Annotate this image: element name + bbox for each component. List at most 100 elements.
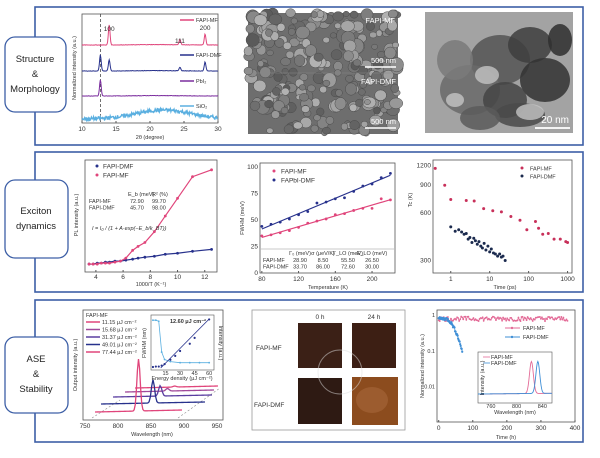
- stability-mf-point: [452, 319, 454, 322]
- sem-scale-top: 500 nm: [371, 56, 396, 65]
- sem-grain: [371, 71, 382, 83]
- tc-data-point: [488, 250, 492, 254]
- tc-data-point: [457, 228, 461, 232]
- x-tick-label: 750: [80, 423, 91, 430]
- tc-data-point: [533, 219, 537, 223]
- sem-grain: [280, 57, 291, 66]
- tc-data-point: [453, 229, 457, 233]
- fwhm-data-point: [324, 200, 328, 204]
- sem-grain: [281, 87, 290, 96]
- inset-fwhm-point: [198, 361, 201, 364]
- stability-mf-point: [502, 316, 505, 319]
- x-tick-label: 1: [449, 276, 453, 283]
- sem-grain: [310, 124, 319, 133]
- stability-dmf-point: [460, 347, 463, 350]
- table-header: E_LO (meV): [357, 251, 388, 257]
- fwhm-data-point: [379, 197, 383, 201]
- stability-mf-point: [522, 319, 525, 321]
- x-tick-label: 25: [180, 126, 188, 133]
- sem-grain: [293, 121, 303, 130]
- sem-grain: [288, 67, 298, 77]
- stability-mf-point: [477, 320, 480, 323]
- legend-label: FAPI-DMF: [103, 164, 133, 171]
- section-label-line: ASE: [26, 354, 45, 365]
- film-photos: 0 h 24 h FAPI-MF FAPI-DMF: [251, 309, 406, 431]
- xrd-trace: [81, 79, 219, 97]
- threshold-label: 12.60 μJ cm⁻²: [170, 318, 206, 325]
- sem-grain: [316, 107, 325, 116]
- section-label-exciton: Exciton dynamics: [4, 179, 69, 259]
- legend-marker: [510, 335, 514, 339]
- stability-mf-point: [458, 320, 461, 322]
- table-background: [261, 250, 394, 272]
- x-tick-label: 850: [146, 423, 157, 430]
- sem-grain: [342, 10, 350, 17]
- stability-dmf-point: [461, 350, 464, 353]
- sem-grain: [243, 46, 253, 57]
- stability-mf-point: [464, 315, 467, 318]
- stability-mf-point: [549, 317, 552, 320]
- stability-mf-point: [467, 315, 470, 318]
- x-tick-label: 30: [214, 126, 222, 133]
- sem-grain: [330, 49, 343, 61]
- stability-dmf-point: [456, 334, 459, 337]
- sem-grain: [274, 37, 285, 48]
- sem-grain: [369, 31, 378, 39]
- table-header: E_b (meV): [128, 192, 154, 198]
- stability-mf-point: [540, 318, 542, 320]
- sem-grain: [245, 33, 260, 47]
- legend-label: PbI₂: [196, 79, 206, 85]
- stability-mf-point: [495, 319, 497, 322]
- stability-mf-point: [511, 318, 514, 321]
- ase-spectrum: [124, 387, 215, 393]
- fwhm-data-point: [315, 219, 319, 223]
- table-header: Γ_LO (meV): [333, 251, 363, 257]
- y-tick-label: 900: [420, 182, 431, 189]
- table-cell: FAPI-MF: [263, 258, 285, 264]
- tc-data-point: [496, 254, 500, 258]
- fwhm-data-point: [287, 217, 291, 221]
- inset-x-tick-label: 60: [206, 371, 212, 377]
- inset-fwhm-point: [163, 358, 166, 361]
- tc-data-point: [498, 252, 502, 256]
- stability-mf-point: [560, 316, 563, 318]
- sem-grain: [268, 13, 283, 25]
- fwhm-data-point: [260, 224, 264, 228]
- stability-mf-point: [527, 317, 530, 320]
- xrd-trace: [81, 24, 219, 46]
- inset-y-axis-label-left: FWHM (nm): [142, 328, 148, 358]
- photo-col-24h: 24 h: [368, 314, 381, 321]
- legend-marker: [272, 169, 276, 173]
- sem-grain: [295, 25, 310, 40]
- tem-image: 20 nm: [425, 12, 573, 133]
- legend-marker: [95, 164, 99, 168]
- stability-dmf-point: [458, 340, 461, 343]
- y-axis-label: FWHM (meV): [240, 201, 246, 235]
- y-tick-label: 600: [420, 210, 431, 217]
- stability-mf-point: [517, 316, 520, 319]
- sem-grain: [313, 52, 324, 62]
- legend-marker: [520, 166, 524, 170]
- fwhm-data-point: [260, 234, 264, 238]
- x-tick-label: 20: [146, 126, 154, 133]
- stability-dmf-point: [446, 317, 450, 321]
- stability-mf-point: [501, 319, 503, 322]
- y-tick-label: 0: [254, 270, 258, 277]
- stability-mf-point: [504, 317, 507, 320]
- pl-data-point: [191, 175, 194, 179]
- inset-fwhm-point: [179, 361, 181, 364]
- inset-intensity-point: [193, 336, 196, 339]
- peak-label: 200: [200, 25, 211, 32]
- x-axis-label: Wavelength (nm): [131, 432, 173, 438]
- inset-intensity-point: [174, 354, 177, 357]
- stability-mf-point: [498, 318, 500, 320]
- x-axis-label: 2θ (degree): [136, 135, 165, 141]
- legend-label: 31.37 μJ cm⁻²: [102, 335, 137, 341]
- tem-particle: [460, 106, 500, 130]
- table-cell: 99.70: [152, 199, 166, 205]
- stability-mf-point: [530, 318, 533, 321]
- stability-mf-point: [459, 318, 462, 321]
- stability-mf-point: [500, 317, 502, 320]
- fwhm-data-point: [278, 231, 282, 235]
- photo-row-mf: FAPI-MF: [256, 345, 282, 352]
